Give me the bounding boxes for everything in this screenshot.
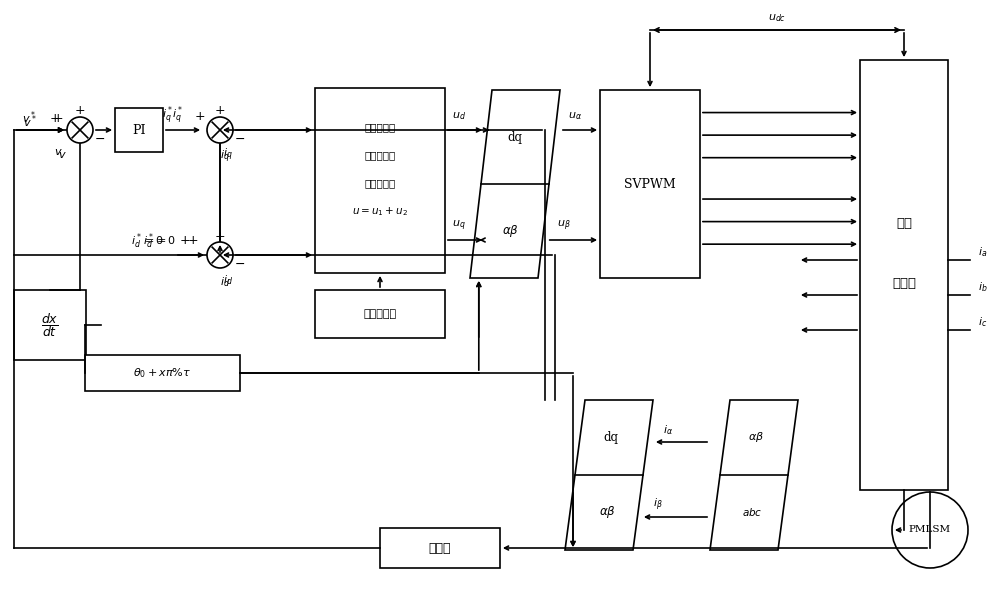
Bar [14, 290, 86, 360]
Text: 三相: 三相 [896, 217, 912, 230]
Circle shape [67, 117, 93, 143]
Text: $u=u_1+u_2$: $u=u_1+u_2$ [352, 206, 408, 218]
Text: 滑模控制律: 滑模控制律 [364, 179, 396, 188]
Bar [600, 90, 700, 278]
Text: 非奇异终端: 非奇异终端 [364, 151, 396, 160]
Text: $-$: $-$ [234, 256, 246, 269]
Text: $abc$: $abc$ [742, 507, 762, 519]
Text: 新型趋近率: 新型趋近率 [363, 309, 397, 319]
Text: PI: PI [132, 123, 146, 136]
Text: $u_{dc}$: $u_{dc}$ [768, 12, 786, 24]
Text: $\dfrac{dx}{dt}$: $\dfrac{dx}{dt}$ [41, 311, 59, 339]
Text: +: + [188, 234, 198, 247]
Text: +: + [50, 111, 60, 125]
Bar [860, 60, 948, 490]
Bar [115, 108, 163, 152]
Text: PMLSM: PMLSM [909, 526, 951, 535]
Text: dq: dq [604, 431, 618, 444]
Text: $-$: $-$ [234, 132, 246, 144]
Text: $i_\alpha$: $i_\alpha$ [663, 423, 673, 437]
Text: $\alpha\beta$: $\alpha\beta$ [502, 223, 519, 239]
Text: $i_a$: $i_a$ [978, 245, 987, 259]
Bar [315, 290, 445, 338]
Text: SVPWM: SVPWM [624, 178, 676, 191]
Text: $i_\beta$: $i_\beta$ [653, 497, 663, 513]
Text: $\alpha\beta$: $\alpha\beta$ [599, 504, 615, 520]
Text: $i_q^*$: $i_q^*$ [172, 105, 184, 127]
Text: $u_q$: $u_q$ [452, 219, 466, 233]
Polygon shape [470, 90, 560, 278]
Text: +: + [180, 234, 190, 247]
Circle shape [207, 242, 233, 268]
Text: +: + [215, 229, 225, 243]
Text: $\theta_0+x\pi\%\tau$: $\theta_0+x\pi\%\tau$ [133, 366, 192, 380]
Text: $i_d^*=0$: $i_d^*=0$ [143, 231, 177, 251]
Bar [85, 355, 240, 391]
Bar [380, 528, 500, 568]
Text: $i_d$: $i_d$ [220, 275, 230, 289]
Text: $v$: $v$ [58, 150, 66, 160]
Text: +: + [195, 110, 205, 123]
Text: $-$: $-$ [94, 132, 106, 144]
Circle shape [207, 117, 233, 143]
Text: dq: dq [508, 131, 522, 144]
Polygon shape [710, 400, 798, 550]
Circle shape [892, 492, 968, 568]
Text: $i_q$: $i_q$ [220, 149, 230, 165]
Polygon shape [565, 400, 653, 550]
Text: +: + [215, 104, 225, 117]
Text: +: + [75, 104, 85, 117]
Text: $i_c$: $i_c$ [978, 315, 987, 329]
Text: $i_q$: $i_q$ [223, 147, 233, 163]
Text: $v^*$: $v^*$ [23, 114, 37, 131]
Text: 逆变桥: 逆变桥 [892, 277, 916, 290]
Text: $i_d$: $i_d$ [223, 273, 233, 287]
Text: $v$: $v$ [54, 147, 62, 157]
Text: 光栅尺: 光栅尺 [429, 542, 451, 554]
Text: $v^*$: $v^*$ [22, 110, 36, 126]
Text: $u_d$: $u_d$ [452, 110, 466, 122]
Text: 多变量二阶: 多变量二阶 [364, 123, 396, 132]
Text: $i_d^*=0$: $i_d^*=0$ [131, 231, 165, 251]
Text: $i_q^*$: $i_q^*$ [162, 105, 174, 127]
Text: $u_\alpha$: $u_\alpha$ [568, 110, 582, 122]
Text: $\alpha\beta$: $\alpha\beta$ [748, 430, 764, 445]
Bar [315, 88, 445, 273]
Text: +: + [53, 111, 63, 125]
Text: $u_\beta$: $u_\beta$ [557, 219, 571, 233]
Text: $i_b$: $i_b$ [978, 280, 988, 294]
